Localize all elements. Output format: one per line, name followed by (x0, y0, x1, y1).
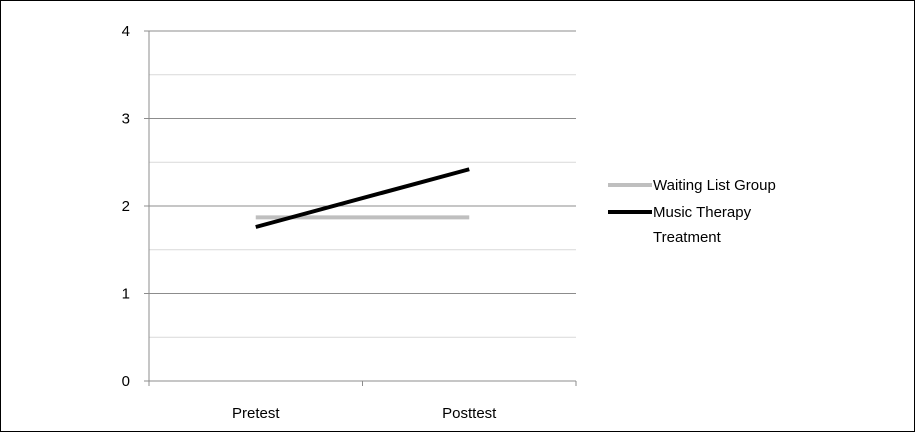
legend-label: Music Therapy (653, 204, 752, 221)
legend-label: Waiting List Group (653, 177, 776, 194)
legend: Waiting List Group Music Therapy Treatment (608, 177, 776, 246)
x-tick-label: Posttest (442, 405, 497, 422)
axes: 0 1 2 3 4 Pretest Posttest (122, 23, 577, 422)
gridlines (149, 30, 576, 338)
series-lines (255, 167, 470, 229)
y-tick-label: 2 (122, 198, 130, 215)
series-line-music-therapy-treatment (255, 167, 470, 229)
legend-label: Treatment (653, 229, 722, 246)
x-tick-label: Pretest (232, 405, 280, 422)
y-tick-label: 4 (122, 23, 130, 40)
y-tick-label: 3 (122, 111, 130, 128)
y-tick-label: 0 (122, 373, 130, 390)
y-tick-label: 1 (122, 286, 130, 303)
